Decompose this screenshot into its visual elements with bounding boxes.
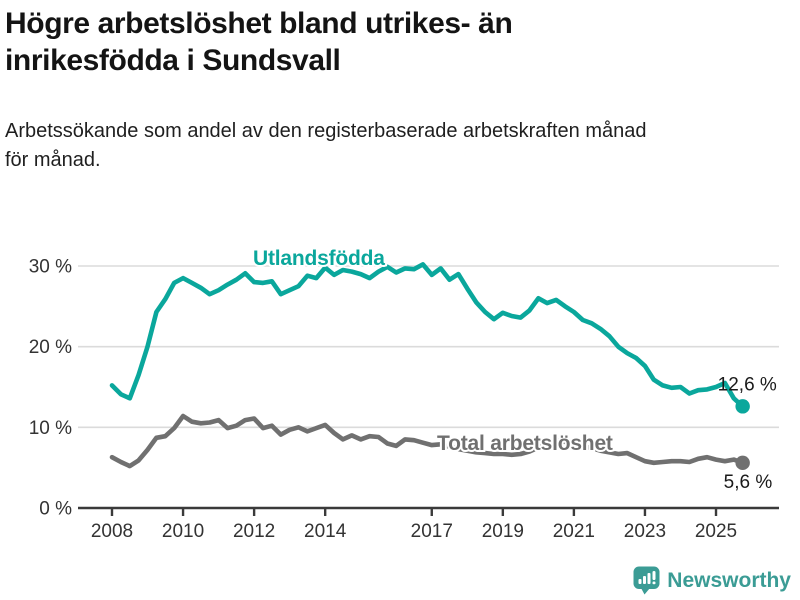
chart-title-line2: inrikesfödda i Sundsvall	[5, 44, 341, 77]
x-tick-label-2023: 2023	[624, 521, 666, 542]
series-total-arbetsloshet-end-value-label: 5,6 %	[724, 472, 773, 493]
y-tick-label-20: 20 %	[29, 337, 72, 358]
y-tick-label-10: 10 %	[29, 418, 72, 439]
newsworthy-logo-icon	[633, 566, 660, 595]
newsworthy-brand-name: Newsworthy	[667, 568, 791, 592]
x-tick-label-2019: 2019	[482, 521, 524, 542]
series-utlandsfodda-end-dot	[735, 399, 750, 414]
y-tick-label-0: 0 %	[39, 499, 72, 520]
x-tick-label-2010: 2010	[162, 521, 204, 542]
newsworthy-brand-link[interactable]: Newsworthy	[633, 566, 791, 595]
x-tick-label-2021: 2021	[553, 521, 595, 542]
series-utlandsfodda-end-value-label: 12,6 %	[718, 374, 777, 395]
chart-subtitle: Arbetssökande som andel av den registerb…	[5, 117, 791, 175]
series-total-arbetsloshet-line	[109, 413, 746, 469]
x-tick-label-2008: 2008	[91, 521, 133, 542]
series-total-arbetsloshet-end-dot	[735, 455, 750, 471]
chart-title-line1: Högre arbetslöshet bland utrikes- än	[5, 7, 513, 40]
y-tick-label-30: 30 %	[29, 256, 72, 277]
series-utlandsfodda-label: Utlandsfödda	[253, 247, 385, 270]
series-utlandsfodda-line	[109, 262, 746, 409]
series-total-arbetsloshet-label: Total arbetslöshet	[437, 432, 613, 455]
x-tick-label-2017: 2017	[411, 521, 453, 542]
chart-subtitle-line2: för månad.	[5, 149, 101, 171]
x-tick-label-2012: 2012	[233, 521, 275, 542]
chart-title: Högre arbetslöshet bland utrikes- än inr…	[5, 5, 791, 79]
chart-subtitle-line1: Arbetssökande som andel av den registerb…	[5, 120, 647, 142]
x-tick-label-2025: 2025	[695, 521, 737, 542]
x-tick-label-2014: 2014	[304, 521, 347, 542]
